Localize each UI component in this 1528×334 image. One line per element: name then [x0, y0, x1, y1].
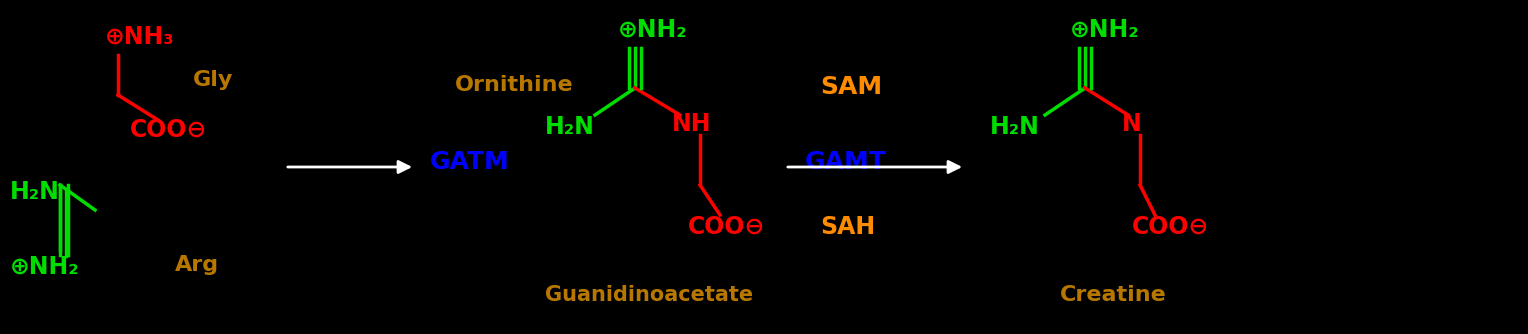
Text: ⊕NH₂: ⊕NH₂ — [11, 255, 79, 279]
Text: Creatine: Creatine — [1060, 285, 1167, 305]
Text: NH: NH — [672, 112, 712, 136]
Text: H₂N: H₂N — [990, 115, 1041, 139]
Text: ⊕NH₂: ⊕NH₂ — [617, 18, 688, 42]
Text: SAM: SAM — [821, 75, 882, 99]
Text: Gly: Gly — [193, 70, 234, 90]
Text: H₂N: H₂N — [11, 180, 60, 204]
Text: Arg: Arg — [176, 255, 219, 275]
Text: Guanidinoacetate: Guanidinoacetate — [545, 285, 753, 305]
Text: ⊕NH₃: ⊕NH₃ — [105, 25, 174, 49]
Text: COO⊖: COO⊖ — [688, 215, 766, 239]
Text: COO⊖: COO⊖ — [1132, 215, 1209, 239]
Text: SAH: SAH — [821, 215, 876, 239]
Text: GAMT: GAMT — [805, 150, 886, 174]
Text: GATM: GATM — [429, 150, 510, 174]
Text: Ornithine: Ornithine — [455, 75, 573, 95]
Text: H₂N: H₂N — [545, 115, 594, 139]
Text: N: N — [1122, 112, 1141, 136]
Text: COO⊖: COO⊖ — [130, 118, 208, 142]
Text: ⊕NH₂: ⊕NH₂ — [1070, 18, 1140, 42]
